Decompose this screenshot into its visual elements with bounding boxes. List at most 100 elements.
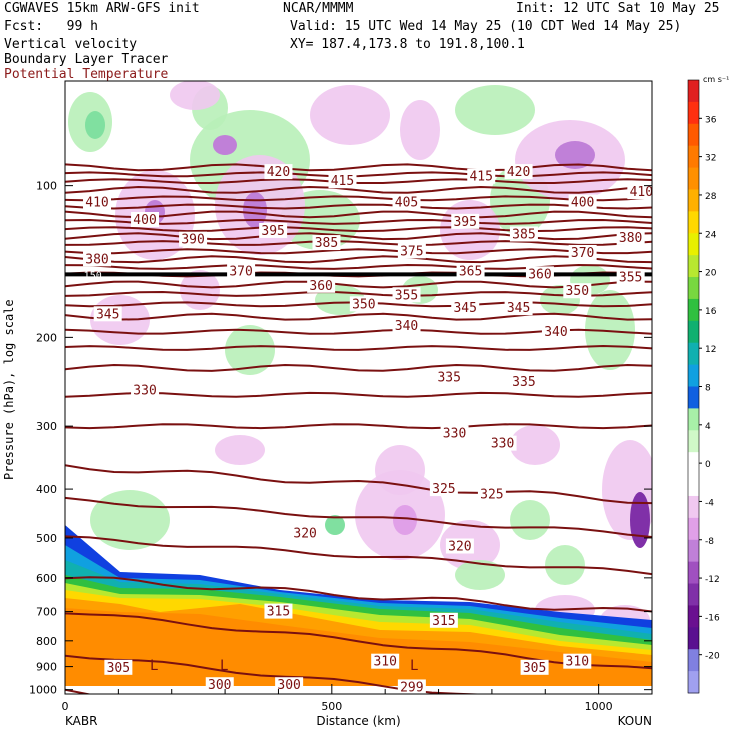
theta-isentrope	[65, 203, 652, 210]
theta-label: 320	[293, 527, 316, 542]
theta-label: 420	[267, 165, 290, 180]
theta-label-bg	[429, 481, 458, 497]
theta-label: 305	[107, 661, 130, 676]
theta-label-bg	[445, 538, 474, 554]
colorbar-swatch	[688, 145, 699, 169]
theta-label-bg	[627, 184, 652, 200]
colorbar-swatch	[688, 233, 699, 256]
theta-label: 310	[566, 655, 589, 670]
x-axis-label: Distance (km)	[316, 714, 400, 728]
theta-isentrope	[65, 255, 652, 264]
colorbar-swatch	[688, 408, 699, 431]
velocity-cell	[510, 500, 550, 540]
theta-label-bg	[205, 677, 234, 693]
plot-frame	[64, 80, 653, 695]
organization: NCAR/MMMM	[283, 1, 354, 16]
theta-label: 370	[571, 246, 594, 261]
y-tick-label: 600	[36, 572, 57, 585]
init-time: Init: 12 UTC Sat 10 May 25	[516, 1, 720, 16]
colorbar: 36 32 28 24 20 16 12 8 4 0 -4 -8 -12 -16 -20 cm s⁻¹	[687, 75, 729, 694]
velocity-cell	[90, 490, 170, 550]
theta-label-bg	[93, 306, 122, 322]
tracer-band	[65, 608, 652, 694]
theta-label-bg	[616, 269, 645, 285]
theta-label: 390	[181, 233, 204, 248]
theta-label: 420	[507, 165, 530, 180]
colorbar-tick-label: 28	[705, 192, 717, 202]
right-endpoint-label: KOUN	[618, 714, 652, 728]
model-title: CGWAVES 15km ARW-GFS init	[4, 1, 200, 16]
velocity-cell	[170, 81, 220, 110]
y-tick-label: 800	[36, 635, 57, 648]
velocity-core	[393, 505, 417, 535]
theta-label: 415	[469, 170, 492, 185]
colorbar-tick-label: -8	[705, 537, 714, 547]
theta-label: 370	[229, 264, 252, 279]
cross-section-endpoints: XY= 187.4,173.8 to 191.8,100.1	[290, 37, 525, 52]
theta-label-bg	[456, 263, 485, 279]
theta-label: 340	[544, 325, 567, 340]
theta-isentrope	[65, 171, 652, 178]
boundary-layer-tracer-field	[65, 525, 652, 694]
y-tick-label: 200	[36, 331, 57, 344]
colorbar-swatch	[688, 649, 699, 672]
theta-label: 330	[443, 426, 466, 441]
colorbar-swatch	[688, 277, 699, 300]
colorbar-tick-label: 32	[705, 154, 716, 164]
x-tick-label: 1000	[585, 700, 613, 713]
velocity-core	[213, 135, 237, 155]
theta-label: 345	[96, 307, 119, 322]
theta-label: 380	[619, 231, 642, 246]
velocity-cell	[215, 435, 265, 465]
theta-label: 380	[85, 252, 108, 267]
theta-label-bg	[131, 212, 160, 228]
colorbar-tick-label: -12	[705, 575, 720, 585]
valid-time: Valid: 15 UTC Wed 14 May 25 (10 CDT Wed …	[290, 19, 682, 34]
theta-label: 395	[453, 215, 476, 230]
theta-label: 350	[566, 284, 589, 299]
forecast-hour: Fcst: 99 h	[4, 19, 98, 34]
theta-label: 325	[432, 482, 455, 497]
theta-isentrope	[65, 654, 488, 694]
theta-label: 410	[85, 195, 108, 210]
theta-label: 345	[453, 301, 476, 316]
theta-isentrope	[65, 178, 652, 184]
theta-label: 300	[277, 678, 300, 693]
left-endpoint-label: KABR	[65, 714, 97, 728]
theta-label-bg	[525, 266, 554, 282]
theta-label: 315	[267, 605, 290, 620]
theta-isentrope	[65, 226, 652, 233]
theta-label-bg	[477, 486, 506, 502]
theta-isentrope	[65, 423, 652, 430]
theta-isentrope	[65, 344, 652, 351]
theta-label: 375	[400, 244, 423, 259]
y-tick-label: 1000	[29, 684, 57, 697]
tracer-low-marker: L	[150, 658, 158, 674]
velocity-cell	[455, 85, 535, 135]
theta-label-bg	[563, 653, 592, 669]
theta-label-bg	[397, 243, 426, 259]
colorbar-tick-label: 4	[705, 422, 711, 432]
theta-label: 350	[352, 297, 375, 312]
colorbar-swatch	[688, 255, 699, 278]
theta-label: 335	[512, 375, 535, 390]
theta-label: 355	[619, 270, 642, 285]
theta-isentrope	[65, 612, 652, 670]
surface-gap	[65, 686, 652, 694]
velocity-core	[85, 111, 105, 139]
theta-label-bg	[312, 235, 341, 251]
colorbar-swatch	[688, 298, 699, 322]
velocity-cell	[455, 560, 505, 590]
field-boundary-layer-tracer: Boundary Layer Tracer	[4, 52, 169, 67]
theta-label-bg	[467, 168, 496, 184]
velocity-core	[630, 492, 650, 548]
colorbar-tick-label: 16	[705, 307, 717, 317]
theta-label-bg	[563, 283, 592, 299]
velocity-core	[555, 141, 595, 169]
theta-label: 405	[395, 195, 418, 210]
theta-label-bg	[264, 603, 293, 619]
colorbar-tick-label: -4	[705, 498, 714, 508]
theta-label-bg	[504, 164, 533, 180]
theta-label: 299	[400, 680, 423, 695]
